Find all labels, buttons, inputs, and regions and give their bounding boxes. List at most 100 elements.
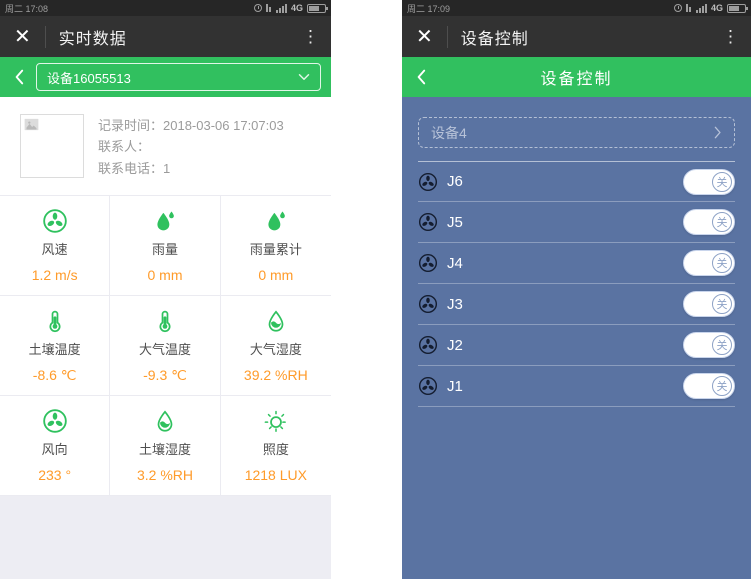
sensor-cell-rainfall: 雨量 0 mm	[110, 196, 221, 297]
chevron-left-icon	[15, 69, 24, 85]
sensor-cell-illuminance: 照度 1218 LUX	[220, 396, 331, 497]
toggle-switch[interactable]: 关	[683, 168, 735, 195]
chevron-down-icon	[298, 74, 310, 80]
toggle-switch[interactable]: 关	[683, 332, 735, 358]
status-bar: 周二 17:09 4G	[402, 0, 751, 16]
fan-icon	[418, 212, 438, 232]
sensor-label: 土壤湿度	[138, 442, 191, 458]
fan-icon	[42, 209, 67, 234]
status-time: 周二 17:08	[5, 3, 49, 14]
network-badge: 4G	[290, 3, 303, 13]
fan-icon	[418, 294, 438, 314]
sensor-value: 1218 LUX	[244, 467, 307, 484]
sensor-value: 233 °	[38, 467, 72, 484]
signal-icon	[275, 3, 287, 13]
switch-label: J1	[447, 377, 463, 395]
header-bar: 设备控制	[402, 57, 751, 97]
chevron-right-icon	[714, 126, 721, 139]
raindrop-icon	[157, 211, 174, 231]
menu-button[interactable]: ⋮	[722, 27, 739, 46]
switch-label: J3	[447, 295, 463, 313]
device-dropdown[interactable]: 设备16055513	[36, 63, 321, 91]
sensor-label: 风速	[41, 242, 68, 258]
sensor-cell-soil-humidity: 土壤湿度 3.2 %RH	[110, 396, 221, 497]
photo-icon	[24, 118, 39, 131]
status-bar: 周二 17:08 4G	[0, 0, 331, 16]
contact-phone-line: 联系电话：1	[98, 160, 171, 176]
device-dropdown-value: 设备16055513	[47, 70, 131, 86]
toggle-switch[interactable]: 关	[683, 373, 735, 399]
header-title: 设备控制	[540, 71, 613, 88]
toggle-switch[interactable]: 关	[683, 209, 735, 235]
switch-row-j4: J4 关	[418, 243, 735, 284]
device-selector-label: 设备4	[431, 124, 467, 141]
toggle-state-badge: 关	[712, 294, 732, 314]
sensor-grid: 风速 1.2 m/s 雨量 0 mm 雨量累计 0 mm 土壤温度 -8.6 ℃	[0, 195, 331, 497]
switch-label: J5	[447, 213, 463, 231]
sun-icon	[264, 410, 288, 434]
menu-button[interactable]: ⋮	[302, 27, 319, 46]
sensor-label: 土壤温度	[28, 341, 81, 357]
sensor-label: 大气温度	[138, 341, 191, 357]
fan-icon	[418, 172, 438, 191]
fan-icon	[418, 335, 438, 355]
page-title: 实时数据	[58, 30, 127, 48]
switch-label: J6	[447, 173, 463, 190]
sensor-label: 风向	[41, 442, 68, 458]
network-badge: 4G	[710, 3, 723, 13]
thermometer-icon	[48, 309, 61, 333]
fan-icon	[418, 253, 438, 273]
battery-icon	[727, 3, 748, 13]
sensor-cell-rainfall-total: 雨量累计 0 mm	[220, 196, 331, 297]
humidity-icon	[268, 311, 284, 332]
signal-icon	[695, 3, 707, 13]
chevron-left-icon	[417, 69, 426, 85]
sensor-value: -9.3 ℃	[143, 366, 187, 383]
alarm-icon	[253, 4, 262, 12]
sensor-cell-wind-speed: 风速 1.2 m/s	[0, 196, 111, 297]
record-time-line: 记录时间：2018-03-06 17:07:03	[98, 118, 284, 133]
sensor-cell-air-humidity: 大气湿度 39.2 %RH	[220, 296, 331, 397]
switch-row-j5: J5 关	[418, 202, 735, 243]
humidity-icon	[157, 411, 173, 432]
sensor-label: 照度	[262, 442, 289, 458]
device-selector[interactable]: 设备4	[418, 117, 735, 148]
toggle-state-badge: 关	[712, 212, 732, 232]
raindrop-icon	[268, 211, 285, 231]
sensor-value: 0 mm	[258, 267, 294, 284]
device-info-card: 记录时间：2018-03-06 17:07:03 联系人： 联系电话：1	[0, 97, 331, 195]
status-time: 周二 17:09	[407, 3, 451, 14]
switch-row-j6: J6 关	[418, 161, 735, 202]
title-divider	[446, 25, 448, 48]
toggle-state-badge: 关	[712, 376, 732, 396]
sensor-cell-wind-direction: 风向 233 °	[0, 396, 111, 497]
device-select-bar: 设备16055513	[0, 57, 331, 97]
back-button[interactable]	[412, 69, 430, 85]
switch-row-j3: J3 关	[418, 284, 735, 325]
page-title: 设备控制	[460, 30, 529, 48]
sensor-cell-air-temp: 大气温度 -9.3 ℃	[110, 296, 221, 397]
sensor-label: 大气湿度	[249, 342, 302, 358]
sensor-value: 39.2 %RH	[243, 367, 308, 384]
sensor-value: 0 mm	[147, 267, 183, 284]
thermometer-icon	[158, 309, 172, 333]
sensor-value: 1.2 m/s	[31, 267, 78, 284]
toggle-switch[interactable]: 关	[683, 250, 735, 276]
switch-row-j2: J2 关	[418, 325, 735, 366]
toggle-state-badge: 关	[712, 171, 732, 192]
battery-icon	[307, 3, 328, 13]
back-button[interactable]	[10, 69, 28, 85]
device-control-screen: 周二 17:09 4G ✕ 设备控制 ⋮ 设备控制 设备4	[402, 0, 751, 579]
photo-placeholder	[20, 114, 84, 178]
toggle-state-badge: 关	[712, 253, 732, 273]
close-button[interactable]: ✕	[14, 25, 31, 48]
switch-label: J4	[447, 254, 463, 272]
title-bar: ✕ 设备控制 ⋮	[402, 16, 751, 57]
realtime-content: 记录时间：2018-03-06 17:07:03 联系人： 联系电话：1 风速 …	[0, 97, 331, 579]
contact-line: 联系人：	[98, 139, 151, 155]
toggle-switch[interactable]: 关	[683, 291, 735, 317]
close-button[interactable]: ✕	[416, 25, 433, 48]
control-body: 设备4 J6 关 J5 关	[402, 97, 751, 579]
sensor-label: 雨量累计	[249, 242, 302, 258]
